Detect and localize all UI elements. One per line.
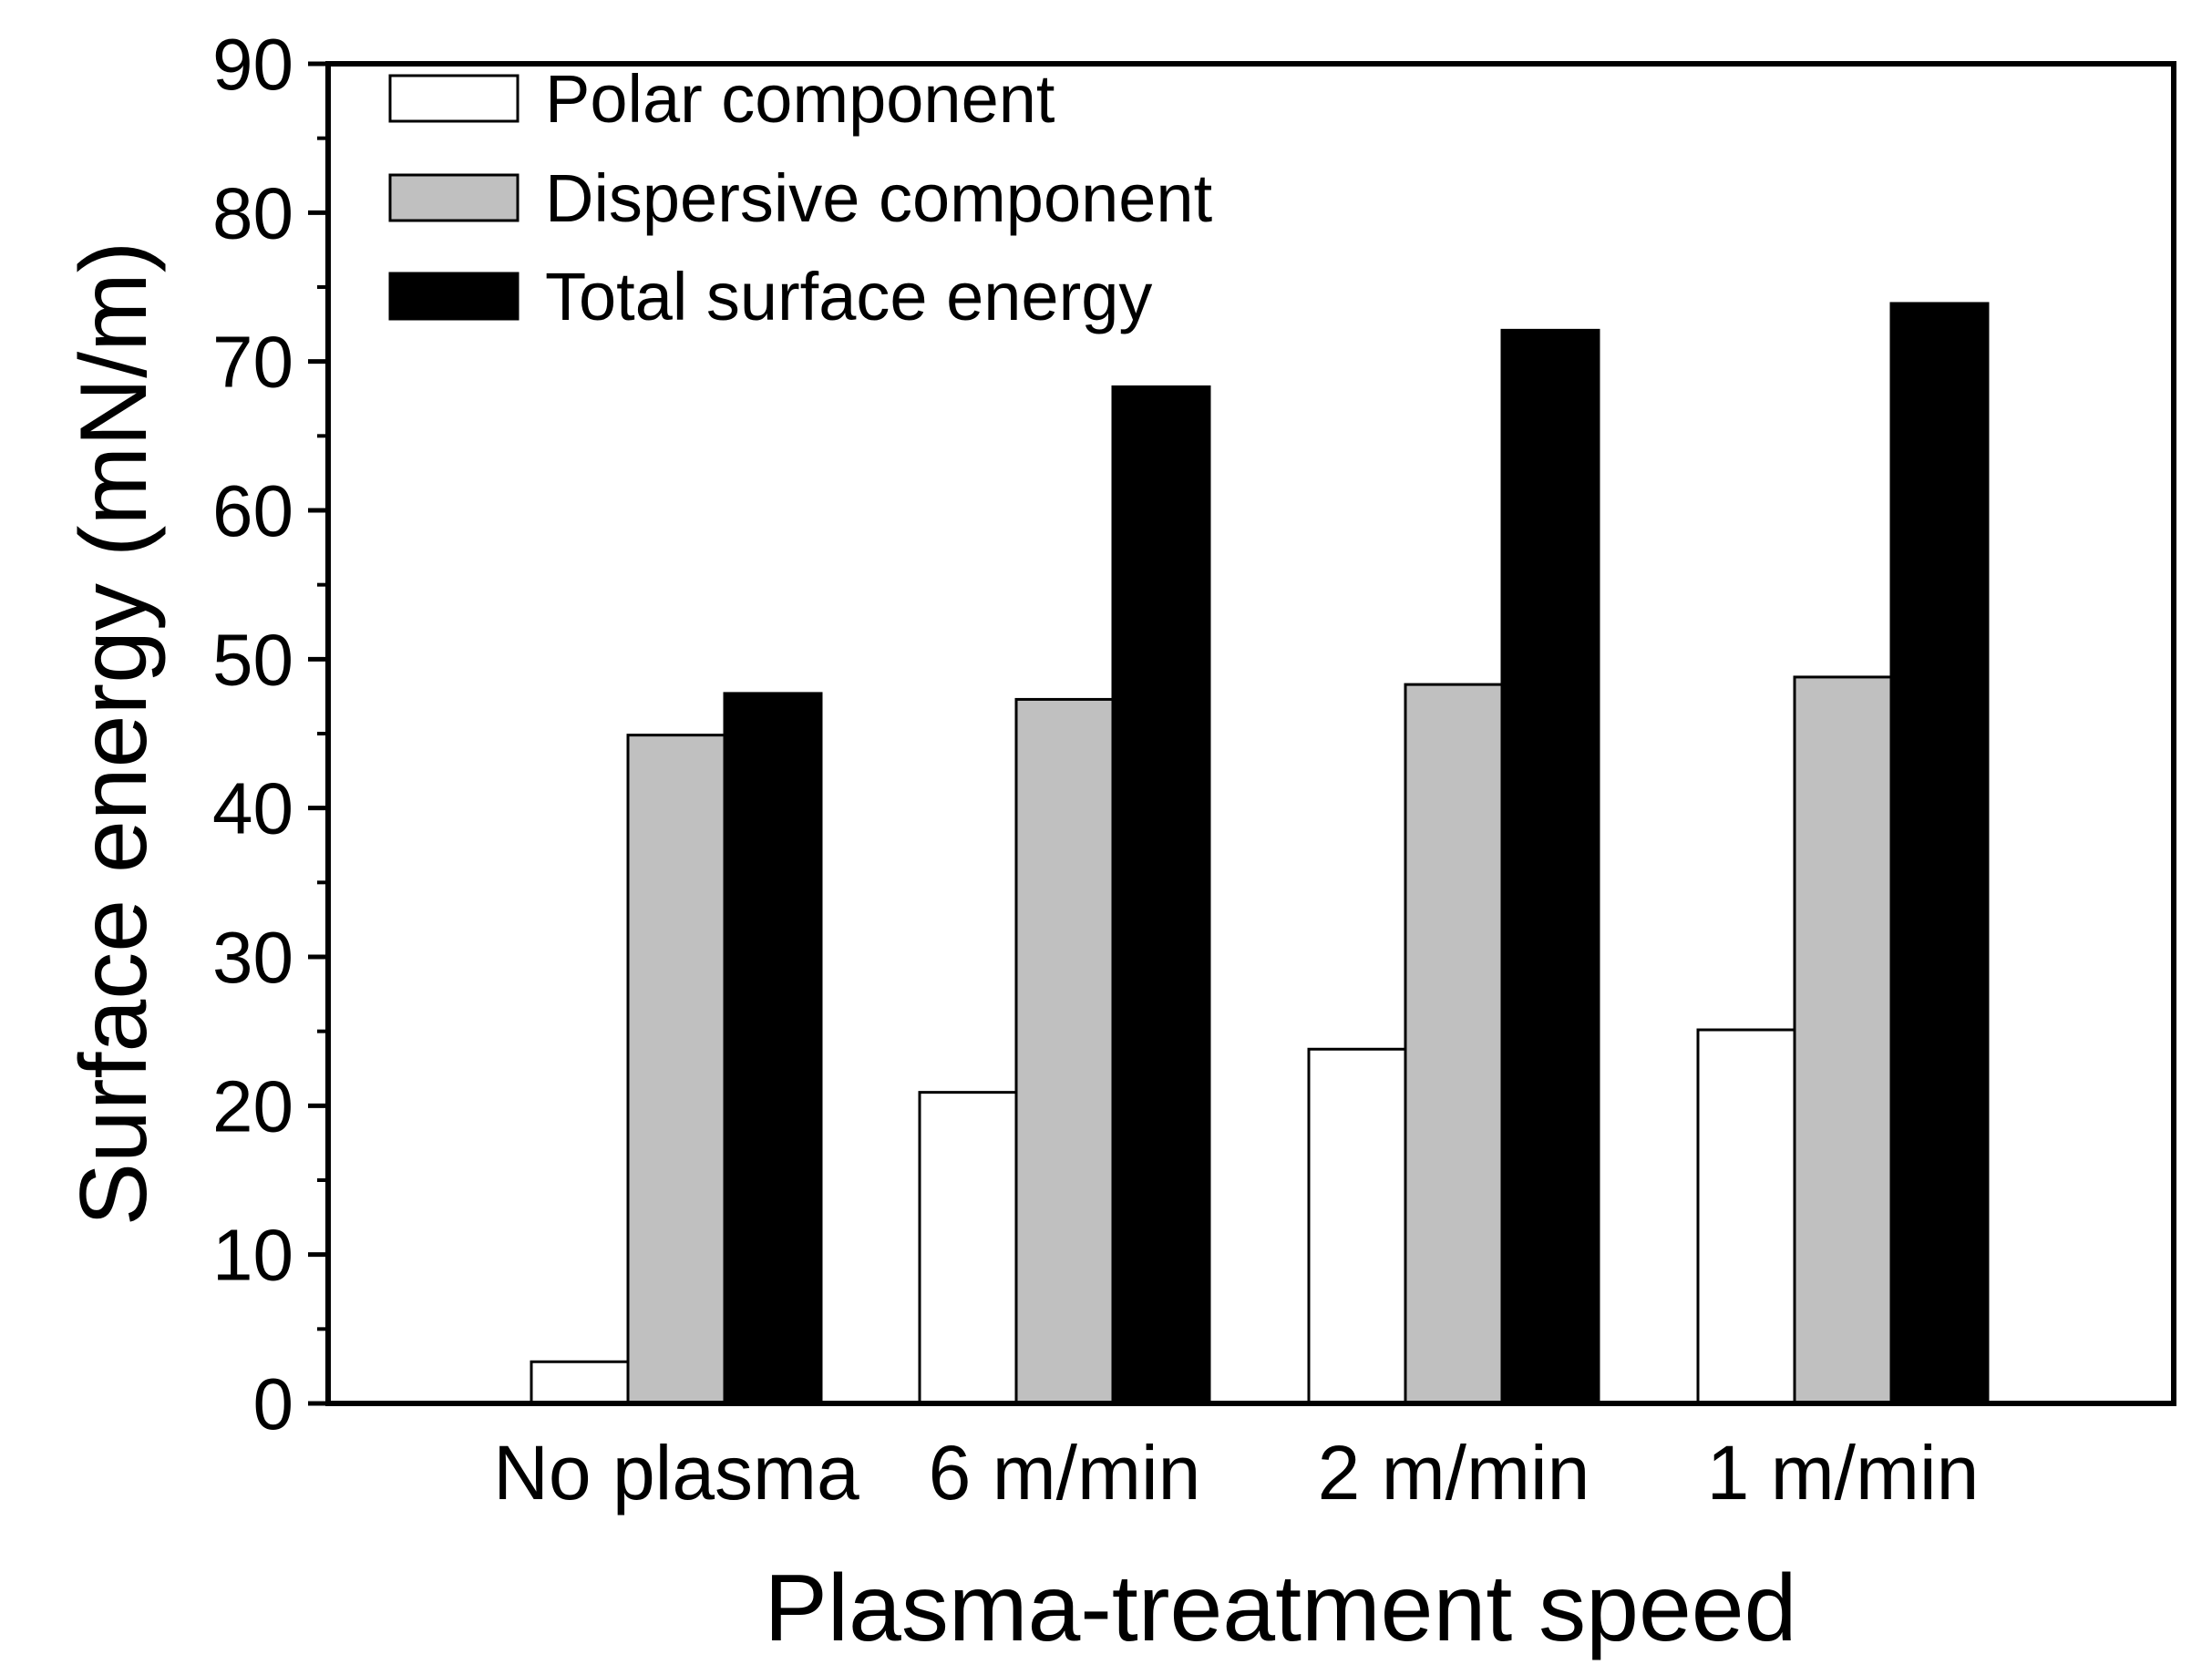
legend-label-dispersive-component: Dispersive component (545, 160, 1213, 236)
bar-total-surface-energy-6-m-min (1111, 385, 1211, 1405)
x-axis-title: Plasma-treatment speed (765, 1556, 1797, 1661)
bar-total-surface-energy-1-m-min (1889, 302, 1990, 1405)
x-tick-label: No plasma (493, 1430, 859, 1516)
y-tick-label: 60 (212, 470, 293, 551)
bar-polar-component-2-m-min (1307, 1047, 1407, 1405)
y-tick-label: 0 (253, 1363, 294, 1444)
legend: Polar component Dispersive component Total… (388, 61, 1213, 334)
bar-polar-component-1-m-min (1696, 1028, 1796, 1405)
bar-dispersive-component-no-plasma (626, 734, 726, 1405)
x-tick-label: 1 m/min (1707, 1430, 1980, 1516)
bar-dispersive-component-6-m-min (1014, 697, 1115, 1405)
y-tick-label: 70 (212, 322, 293, 403)
y-tick-label: 80 (212, 172, 293, 253)
legend-swatch-total-surface-energy (388, 272, 520, 321)
y-tick-label: 90 (212, 24, 293, 105)
y-tick-label: 10 (212, 1215, 293, 1296)
bar-dispersive-component-2-m-min (1404, 683, 1504, 1405)
legend-label-polar-component: Polar component (545, 61, 1055, 137)
bar-total-surface-energy-no-plasma (723, 692, 823, 1405)
legend-swatch-dispersive-component (388, 173, 520, 222)
legend-label-total-surface-energy: Total surface energy (545, 259, 1152, 334)
x-tick-label: 6 m/min (929, 1430, 1201, 1516)
bars-group (530, 302, 1990, 1405)
y-tick-label: 50 (212, 619, 293, 700)
y-tick-label: 40 (212, 768, 293, 849)
legend-swatch-polar-component (388, 74, 520, 123)
x-axis: No plasma 6 m/min 2 m/min 1 m/min (493, 1430, 1979, 1516)
y-tick-label: 30 (212, 917, 293, 998)
y-axis: 0 10 20 30 40 50 60 70 80 90 (212, 24, 328, 1444)
bar-polar-component-6-m-min (918, 1091, 1018, 1405)
bar-polar-component-no-plasma (530, 1360, 630, 1405)
y-axis-title: Surface energy (mN/m) (61, 241, 167, 1227)
bar-total-surface-energy-2-m-min (1500, 328, 1600, 1405)
bar-dispersive-component-1-m-min (1793, 675, 1893, 1405)
x-tick-label: 2 m/min (1318, 1430, 1590, 1516)
y-tick-label: 20 (212, 1065, 293, 1146)
